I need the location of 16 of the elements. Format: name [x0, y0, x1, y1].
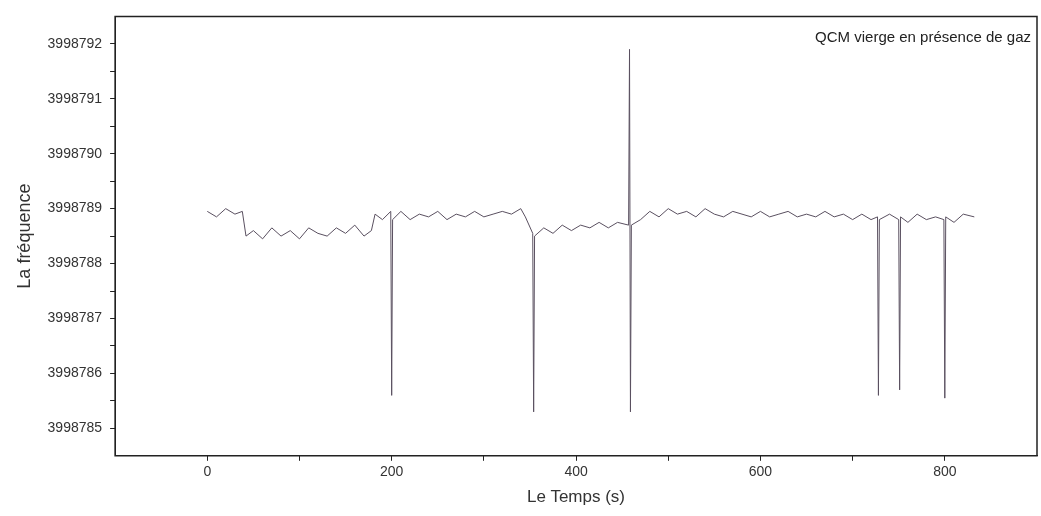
x-tick-label: 800 — [933, 463, 957, 480]
y-tick-label: 3998788 — [47, 254, 103, 271]
x-axis-title: Le Temps (s) — [527, 487, 626, 507]
y-tick-label: 3998789 — [47, 199, 103, 216]
x-tick-label: 600 — [748, 463, 773, 480]
y-tick-label: 3998786 — [47, 364, 103, 381]
x-tick-label: 200 — [379, 463, 404, 480]
y-tick-label: 3998790 — [47, 144, 103, 161]
annotation: QCM vierge en présence de gaz — [815, 28, 1031, 46]
y-axis-title: La fréquence — [13, 183, 34, 289]
x-tick-label: 400 — [564, 463, 588, 480]
y-tick-label: 3998792 — [47, 34, 103, 51]
y-tick-label: 3998787 — [47, 309, 103, 326]
y-tick-label: 3998791 — [47, 89, 103, 106]
x-tick-label: 0 — [203, 463, 212, 480]
y-tick-label: 3998785 — [47, 419, 103, 436]
